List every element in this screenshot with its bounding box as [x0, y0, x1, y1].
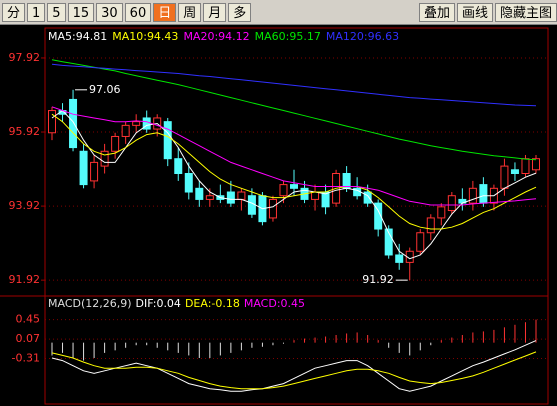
candle-body: [290, 184, 298, 189]
candle-body: [184, 172, 193, 193]
candle-body: [426, 217, 435, 234]
legend-entry: MA5:94.81: [48, 30, 107, 43]
macd-line: [51, 340, 537, 392]
ma-line: [51, 109, 537, 260]
macd-label: MACD:0.45: [244, 297, 305, 310]
toolbar-button[interactable]: 多: [228, 2, 252, 22]
candle-body: [205, 195, 214, 200]
y-tick-label: 0.45: [16, 313, 41, 326]
candle-body: [100, 150, 109, 167]
candle-body: [479, 184, 488, 204]
legend-entry: MA60:95.17: [255, 30, 321, 43]
toolbar-button[interactable]: 叠加: [418, 2, 455, 22]
toolbar-button[interactable]: 1: [27, 2, 46, 22]
legend-entry: MA20:94.12: [183, 30, 249, 43]
y-tick-label: 0.07: [16, 332, 41, 345]
candle-body: [521, 158, 530, 174]
toolbar-button[interactable]: 月: [203, 2, 227, 22]
candle-body: [437, 206, 446, 219]
toolbar-button[interactable]: 60: [124, 2, 152, 22]
toolbar-button[interactable]: 日: [153, 2, 177, 22]
candle-body: [279, 184, 288, 197]
macd-title: MACD(12,26,9): [48, 297, 132, 310]
toolbar-button[interactable]: 分: [2, 2, 26, 22]
candle-body: [395, 254, 404, 263]
candle-body: [363, 191, 372, 204]
candle-body: [510, 169, 519, 174]
candle-body: [311, 191, 320, 200]
legend-entry: MA10:94.43: [112, 30, 178, 43]
y-tick-label: 93.92: [9, 199, 41, 212]
toolbar-button[interactable]: 周: [178, 2, 202, 22]
toolbar: 分 1 5 15 30 60 日周月多叠加 画线 隐藏主图: [0, 0, 557, 25]
ma-line: [51, 113, 537, 230]
y-tick-label: 97.92: [9, 51, 41, 64]
candle-body: [69, 98, 78, 149]
candle-body: [174, 158, 183, 174]
candle-body: [79, 150, 88, 186]
candle-body: [111, 135, 120, 152]
macd-label: DIF:0.04: [136, 297, 181, 310]
period-group: 分 1 5 15 30 60 日周月多: [0, 2, 252, 22]
candle-body: [132, 121, 141, 126]
candle-body: [226, 191, 235, 204]
y-tick-label: -0.31: [12, 352, 40, 365]
plot-frame: [44, 27, 549, 405]
toolbar-button[interactable]: 画线: [456, 2, 493, 22]
candle-body: [500, 165, 509, 189]
candle-body: [268, 198, 277, 219]
legend-entry: MA120:96.63: [326, 30, 399, 43]
macd-line: [51, 351, 537, 390]
y-tick-label: 91.92: [9, 273, 41, 286]
candle-body: [237, 191, 246, 200]
candle-body: [163, 121, 172, 160]
candle-body: [48, 110, 56, 134]
candle-body: [384, 228, 393, 256]
tool-group: 叠加 画线 隐藏主图: [417, 2, 557, 22]
high-label: 97.06: [89, 83, 121, 96]
toolbar-button[interactable]: 15: [67, 2, 95, 22]
candle-body: [416, 232, 425, 252]
candle-body: [468, 187, 477, 204]
candle-body: [90, 161, 99, 182]
toolbar-button[interactable]: 30: [96, 2, 123, 22]
ma-line: [51, 63, 537, 107]
toolbar-button[interactable]: 5: [47, 2, 66, 22]
candle-body: [121, 124, 130, 137]
candle-body: [374, 202, 383, 230]
low-label: 91.92: [362, 273, 394, 286]
macd-label: DEA:-0.18: [185, 297, 240, 310]
candle-body: [195, 187, 204, 200]
toolbar-button[interactable]: 隐藏主图: [494, 2, 557, 22]
candle-body: [142, 117, 151, 130]
candle-body: [532, 158, 540, 171]
y-tick-label: 95.92: [9, 125, 41, 138]
ma-line: [51, 106, 537, 206]
candle-body: [447, 195, 456, 212]
ma-line: [51, 59, 537, 161]
